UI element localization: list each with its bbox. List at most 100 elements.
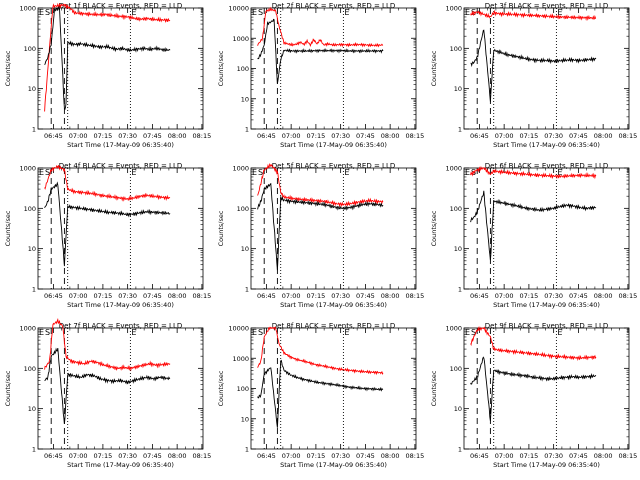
marker-S: S <box>258 328 263 337</box>
x-tick-label: 08:15 <box>619 292 638 300</box>
y-tick-label: 1 <box>245 126 249 134</box>
marker-E: E <box>131 168 136 177</box>
x-tick-label: 07:15 <box>307 292 326 300</box>
lld-series-line <box>44 164 171 202</box>
chart-title: Det 3f BLACK = Events, RED = LLD <box>485 2 608 10</box>
x-tick-label: 07:00 <box>282 292 301 300</box>
y-tick-label: 1 <box>32 446 36 454</box>
lld-series-line <box>44 2 171 112</box>
marker-E: E <box>252 8 257 17</box>
y-tick-label: 10000 <box>228 5 249 13</box>
x-tick-label: 07:00 <box>69 132 88 140</box>
marker-S: S <box>258 8 263 17</box>
events-series-line <box>44 6 171 111</box>
y-tick-label: 100 <box>24 45 36 53</box>
chart-panel-6: Det 6f BLACK = Events, RED = LLD 1 10 100 10… <box>430 162 637 309</box>
y-tick-label: 10 <box>454 245 462 253</box>
x-tick-label: 07:30 <box>118 132 137 140</box>
chart-panel-1: Det 1f BLACK = Events, RED = LLD 1 10 100 10… <box>4 2 211 149</box>
x-tick-label: 07:30 <box>118 452 137 460</box>
plot-frame <box>250 327 417 450</box>
y-axis-label: Counts/sec <box>4 210 12 246</box>
y-tick-label: 100 <box>24 365 36 373</box>
x-tick-label: 06:45 <box>257 132 276 140</box>
lld-series-line <box>257 163 384 208</box>
x-tick-label: 07:15 <box>307 132 326 140</box>
y-tick-label: 100 <box>237 205 249 213</box>
lld-series-line <box>470 9 597 21</box>
x-tick-label: 08:00 <box>381 132 400 140</box>
y-axis-label: Counts/sec <box>4 370 12 406</box>
x-tick-label: 07:45 <box>143 132 162 140</box>
y-tick-label: 10 <box>241 95 249 103</box>
x-axis-label: Start Time (17-May-09 06:35:40) <box>493 141 600 149</box>
y-tick-label: 100 <box>450 205 462 213</box>
x-tick-label: 07:45 <box>569 132 588 140</box>
plot-frame <box>463 167 630 290</box>
events-series-line <box>257 182 384 271</box>
x-tick-label: 07:45 <box>143 292 162 300</box>
x-tick-label: 07:00 <box>69 292 88 300</box>
y-tick-label: 100 <box>450 365 462 373</box>
y-tick-label: 1000 <box>445 5 462 13</box>
y-tick-label: 1000 <box>232 35 249 43</box>
x-tick-label: 08:00 <box>168 452 187 460</box>
y-tick-label: 100 <box>450 45 462 53</box>
plot-frame <box>463 327 630 450</box>
y-tick-label: 1000 <box>19 165 36 173</box>
x-tick-label: 07:30 <box>118 292 137 300</box>
y-tick-label: 10 <box>241 245 249 253</box>
x-tick-label: 07:30 <box>544 452 563 460</box>
events-series-line <box>257 18 384 84</box>
y-tick-label: 1000 <box>232 165 249 173</box>
x-tick-label: 07:45 <box>143 452 162 460</box>
x-tick-label: 06:45 <box>470 292 489 300</box>
x-tick-label: 06:45 <box>257 292 276 300</box>
x-tick-label: 07:45 <box>356 132 375 140</box>
x-tick-label: 07:30 <box>331 452 350 460</box>
y-tick-label: 10 <box>454 85 462 93</box>
y-tick-label: 10 <box>241 415 249 423</box>
marker-E: E <box>465 168 470 177</box>
x-tick-label: 07:45 <box>356 452 375 460</box>
marker-S: S <box>45 328 50 337</box>
y-axis-label: Counts/sec <box>4 50 12 86</box>
marker-S: S <box>45 8 50 17</box>
x-axis-label: Start Time (17-May-09 06:35:40) <box>493 301 600 309</box>
x-axis-label: Start Time (17-May-09 06:35:40) <box>280 141 387 149</box>
y-tick-label: 10000 <box>228 325 249 333</box>
chart-panel-3: Det 3f BLACK = Events, RED = LLD 1 10 100 10… <box>430 2 637 149</box>
x-tick-label: 07:15 <box>94 452 113 460</box>
lld-series-line <box>470 165 597 180</box>
x-tick-label: 07:15 <box>94 132 113 140</box>
y-tick-label: 100 <box>24 205 36 213</box>
marker-E: E <box>465 8 470 17</box>
plot-frame <box>250 7 417 130</box>
marker-S: S <box>471 328 476 337</box>
x-tick-label: 08:15 <box>406 132 425 140</box>
events-series-line <box>44 347 171 425</box>
x-tick-label: 08:00 <box>168 292 187 300</box>
marker-E: E <box>344 168 349 177</box>
x-tick-label: 07:15 <box>520 452 539 460</box>
y-tick-label: 1000 <box>232 355 249 363</box>
x-tick-label: 07:15 <box>307 452 326 460</box>
x-tick-label: 07:30 <box>331 292 350 300</box>
x-tick-label: 07:30 <box>544 132 563 140</box>
events-series-line <box>44 181 171 267</box>
y-tick-label: 100 <box>237 65 249 73</box>
x-tick-label: 08:15 <box>193 292 212 300</box>
marker-E: E <box>557 328 562 337</box>
x-tick-label: 08:15 <box>193 132 212 140</box>
x-tick-label: 08:00 <box>594 452 613 460</box>
y-axis-label: Counts/sec <box>217 50 225 86</box>
plot-frame <box>463 7 630 130</box>
x-axis-label: Start Time (17-May-09 06:35:40) <box>280 461 387 469</box>
x-tick-label: 08:00 <box>381 292 400 300</box>
y-tick-label: 10 <box>454 405 462 413</box>
chart-panel-4: Det 4f BLACK = Events, RED = LLD 1 10 100 10… <box>4 162 211 309</box>
y-tick-label: 10 <box>28 245 36 253</box>
y-axis-label: Counts/sec <box>430 50 438 86</box>
chart-title: Det 9f BLACK = Events, RED = LLD <box>485 322 608 330</box>
